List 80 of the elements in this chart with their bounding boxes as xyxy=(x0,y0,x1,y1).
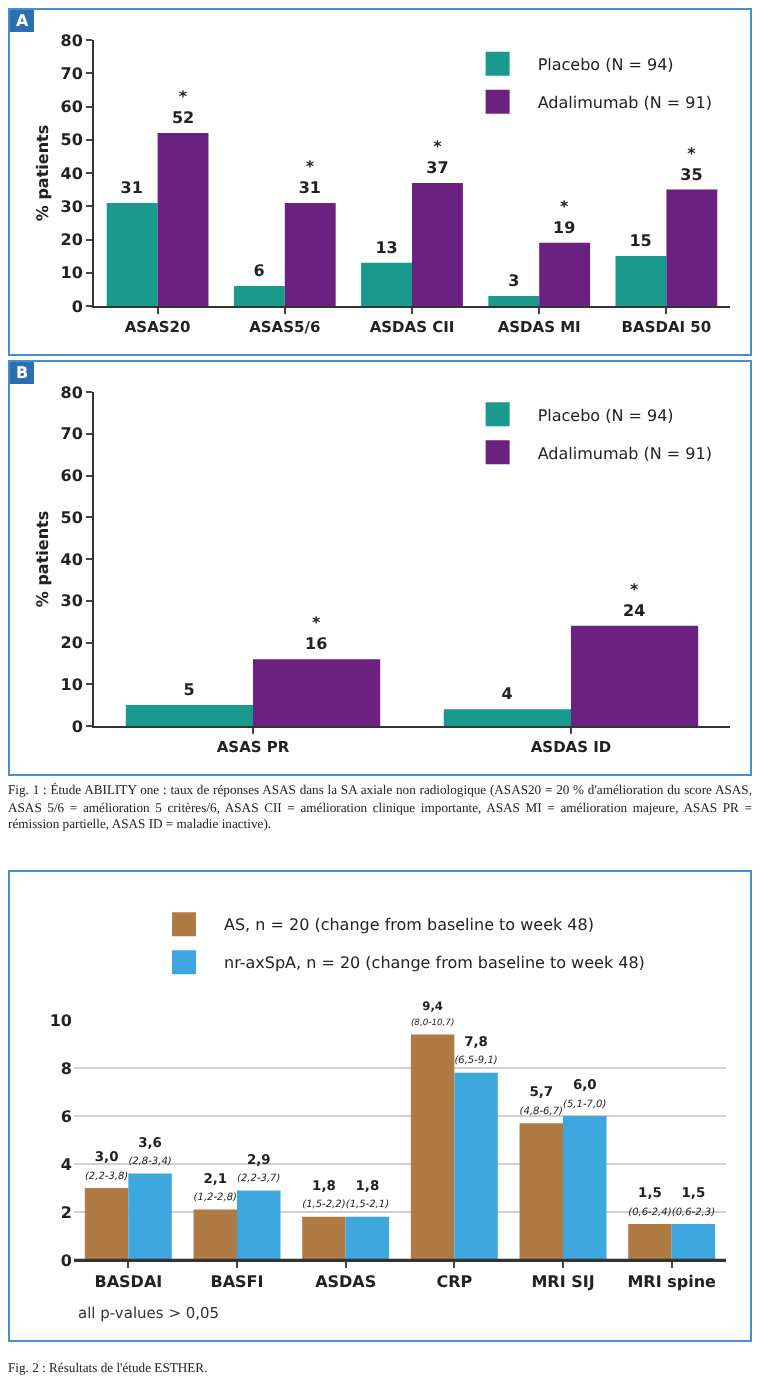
bar xyxy=(253,659,381,726)
bar xyxy=(284,202,336,306)
legend-label: Placebo (N = 94) xyxy=(537,55,674,74)
bar xyxy=(454,1072,498,1260)
data-label: * 52 xyxy=(171,88,195,128)
bar xyxy=(571,625,699,726)
data-label: * 16 xyxy=(305,614,329,654)
bar xyxy=(233,286,285,306)
legend-label: Placebo (N = 94) xyxy=(537,406,674,425)
y-tick-label: 30 xyxy=(60,197,84,216)
bar xyxy=(237,1190,281,1260)
data-label: 15 xyxy=(629,232,653,251)
bar xyxy=(106,202,158,306)
bar xyxy=(410,1034,455,1260)
legend-label: AS, n = 20 (change from baseline to week 48) xyxy=(224,916,594,935)
data-label: 4 xyxy=(501,685,514,704)
chart-title: B xyxy=(10,362,35,384)
data-label: * 37 xyxy=(426,138,449,177)
y-tick-label: 60 xyxy=(60,467,84,486)
bar xyxy=(193,1209,237,1260)
y-tick-label: 50 xyxy=(60,131,84,150)
bar xyxy=(628,1224,672,1260)
y-tick-label: 10 xyxy=(60,675,84,694)
bar xyxy=(412,182,463,306)
bar xyxy=(302,1216,346,1260)
x-tick-label: ASDAS xyxy=(315,1273,377,1292)
bar xyxy=(615,256,667,306)
y-tick-label: 2 xyxy=(60,1203,72,1222)
data-label: * 31 xyxy=(298,158,322,197)
legend-label: Adalimumab (N = 91) xyxy=(537,93,712,112)
y-tick-label: 80 xyxy=(60,31,84,50)
y-tick-label: 70 xyxy=(60,64,84,83)
y-tick-label: 6 xyxy=(60,1107,73,1126)
y-tick-label: 60 xyxy=(60,98,84,117)
y-tick-label: 50 xyxy=(60,508,84,527)
data-label: 13 xyxy=(375,238,398,257)
data-label: * 35 xyxy=(680,144,704,184)
bar xyxy=(157,133,209,306)
y-tick-label: 70 xyxy=(60,425,84,444)
data-label: * 24 xyxy=(623,581,647,620)
y-tick-label: 10 xyxy=(60,264,84,283)
bar xyxy=(488,296,540,306)
y-tick-label: 4 xyxy=(60,1155,73,1174)
x-tick-label: MRI SIJ xyxy=(531,1273,595,1292)
bar xyxy=(345,1216,390,1260)
y-tick-label: 20 xyxy=(60,634,84,653)
bar xyxy=(84,1188,129,1260)
bar xyxy=(361,262,412,306)
data-label: 6 xyxy=(253,262,266,281)
x-tick-label: BASDAI xyxy=(94,1273,163,1292)
y-tick-label: 8 xyxy=(60,1059,73,1078)
x-tick-label: BASFI xyxy=(210,1273,264,1292)
bar xyxy=(443,709,571,726)
bar xyxy=(671,1224,716,1260)
y-tick-label: 20 xyxy=(60,231,84,250)
bar xyxy=(125,705,253,726)
bar xyxy=(539,242,591,306)
data-label: 31 xyxy=(120,178,144,197)
y-tick-label: 0 xyxy=(60,1251,73,1270)
chart-title: A xyxy=(10,10,35,32)
bar xyxy=(519,1123,563,1260)
y-tick-label: 80 xyxy=(60,383,84,402)
y-axis-title: % patients xyxy=(33,510,52,608)
y-tick-label: 40 xyxy=(60,164,84,183)
bar xyxy=(666,189,718,306)
data-label: * 19 xyxy=(553,198,577,237)
legend-label: nr-axSpA, n = 20 (change from baseline to week 48) xyxy=(224,954,645,973)
x-tick-label: MRI spine xyxy=(627,1273,718,1292)
legend-label: Adalimumab (N = 91) xyxy=(537,444,712,463)
bar xyxy=(128,1173,172,1260)
y-axis-title: % patients xyxy=(33,124,52,222)
data-label: 3 xyxy=(508,272,520,291)
y-tick-label: 30 xyxy=(60,592,84,611)
y-tick-label: 0 xyxy=(71,717,84,736)
bar xyxy=(563,1116,607,1260)
y-tick-label: 0 xyxy=(71,297,84,316)
data-label: 5 xyxy=(183,681,196,700)
x-tick-label: CRP xyxy=(436,1273,473,1292)
y-tick-label: 40 xyxy=(60,550,84,569)
y-tick-label: 10 xyxy=(49,1011,73,1030)
